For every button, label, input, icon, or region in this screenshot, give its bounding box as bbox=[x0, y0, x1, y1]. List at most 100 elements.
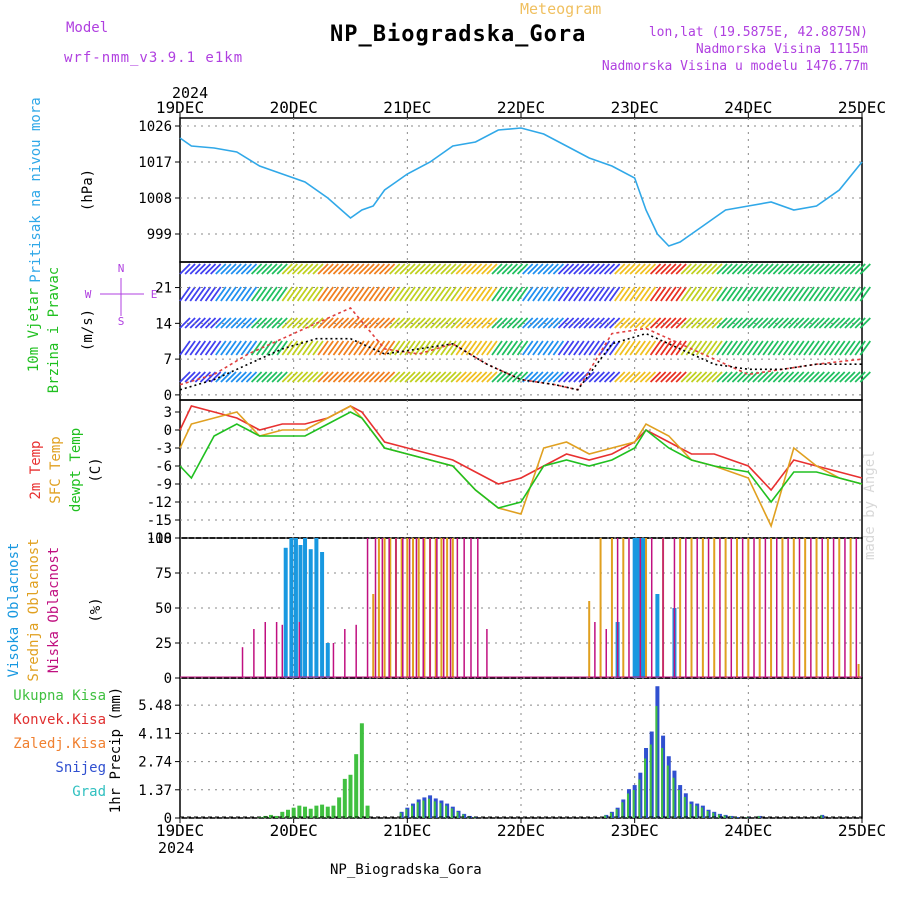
wind-barb bbox=[803, 317, 815, 329]
wind-barb bbox=[680, 371, 692, 383]
precip-bar-total-overlay bbox=[411, 805, 414, 818]
wind-barb bbox=[348, 371, 360, 383]
wind-barb bbox=[342, 340, 355, 356]
wind-barb bbox=[834, 371, 846, 383]
wind-barb bbox=[649, 340, 662, 356]
wind-barb bbox=[465, 317, 478, 329]
wind-barb bbox=[670, 317, 682, 329]
wind-barb bbox=[700, 340, 713, 356]
wind-barb bbox=[210, 263, 222, 275]
wind-barb bbox=[777, 371, 790, 383]
wind-barb bbox=[562, 317, 575, 329]
pressure-line bbox=[179, 127, 863, 247]
wind-barb bbox=[486, 371, 498, 383]
wind-barb bbox=[343, 371, 355, 383]
model-label: Model bbox=[66, 20, 109, 36]
x-tick-label-top: 19DEC bbox=[156, 98, 204, 117]
wind-barb bbox=[747, 286, 759, 302]
wind-barb bbox=[573, 286, 585, 302]
wind-barb bbox=[798, 263, 810, 275]
precip-bar-total bbox=[348, 774, 353, 818]
wind-barb bbox=[680, 263, 692, 275]
wind-barb bbox=[440, 263, 452, 275]
wind-barb bbox=[460, 371, 472, 383]
wind-barb bbox=[179, 340, 191, 356]
wind-barb bbox=[854, 286, 866, 302]
wind-barb bbox=[655, 371, 667, 383]
cloud-bar-mid bbox=[451, 538, 454, 678]
wind-barb bbox=[450, 286, 462, 302]
wind-barb bbox=[450, 340, 462, 356]
wind-barb bbox=[261, 317, 273, 329]
wind-barb bbox=[813, 340, 825, 356]
wind-barb bbox=[363, 371, 375, 383]
cloud-bar-mid bbox=[406, 538, 409, 678]
y-tick-label-pressure: 999 bbox=[147, 227, 172, 243]
wind-barb bbox=[803, 340, 815, 356]
wind-barb bbox=[609, 371, 621, 383]
wind-barb bbox=[695, 317, 708, 329]
wind-barb bbox=[716, 286, 728, 302]
wind-barb bbox=[537, 263, 549, 275]
wind-barb bbox=[235, 286, 247, 302]
cloud-bar-mid bbox=[377, 538, 380, 678]
cloud-bar-high bbox=[303, 538, 308, 678]
wind-barb bbox=[547, 263, 559, 275]
wind-barb bbox=[818, 340, 831, 356]
y-tick-label-wind: 21 bbox=[155, 281, 172, 297]
wind-barb bbox=[854, 340, 866, 356]
wind-barb bbox=[603, 317, 616, 329]
wind-barb bbox=[747, 340, 759, 356]
wind-barb bbox=[256, 371, 268, 383]
wind-barb bbox=[266, 340, 278, 356]
pressure-unit: (hPa) bbox=[80, 169, 96, 211]
wind-barb bbox=[706, 340, 718, 356]
wind-barb bbox=[711, 371, 723, 383]
wind-barb bbox=[327, 286, 340, 302]
wind-barb bbox=[516, 371, 529, 383]
wind-barb bbox=[767, 371, 779, 383]
wind-barb bbox=[383, 263, 396, 275]
wind-barb bbox=[808, 317, 820, 329]
wind-barb bbox=[655, 263, 667, 275]
wind-barb bbox=[409, 340, 421, 356]
wind-barb bbox=[179, 286, 191, 302]
wind-barb bbox=[445, 286, 457, 302]
precip-bar-total-overlay bbox=[683, 797, 686, 818]
y-tick-label-clouds: 25 bbox=[155, 636, 172, 652]
wind-barb bbox=[368, 286, 380, 302]
cloud-bar-high bbox=[314, 538, 319, 678]
wind-barb bbox=[291, 317, 304, 329]
wind-barb bbox=[649, 371, 662, 383]
wind-barb bbox=[404, 371, 416, 383]
wind-barb bbox=[573, 317, 585, 329]
precip-bar-total-overlay bbox=[445, 805, 448, 818]
wind-barb bbox=[542, 286, 554, 302]
wind-barb bbox=[184, 263, 196, 275]
wind-barb bbox=[363, 286, 375, 302]
wind-barb bbox=[389, 371, 401, 383]
wind-barb bbox=[256, 317, 268, 329]
cloud-bar-low bbox=[344, 629, 346, 678]
wind-barb bbox=[537, 340, 549, 356]
wind-barb bbox=[358, 371, 370, 383]
wind-barb bbox=[522, 317, 534, 329]
wind-barb bbox=[327, 317, 339, 329]
wind-barb bbox=[711, 263, 723, 275]
wind-barb bbox=[828, 286, 841, 302]
wind-barb bbox=[793, 286, 805, 302]
compass-north-label: N bbox=[118, 262, 125, 275]
wind-barb bbox=[225, 263, 237, 275]
wind-barb bbox=[220, 263, 232, 275]
wind-barb bbox=[828, 340, 841, 356]
precip-bar-total-overlay bbox=[638, 779, 641, 818]
wind-barb bbox=[394, 263, 406, 275]
x-tick-label-bottom: 21DEC bbox=[383, 821, 431, 840]
wind-barb bbox=[363, 263, 375, 275]
wind-barb bbox=[373, 286, 386, 302]
wind-barb bbox=[506, 263, 518, 275]
wind-barb bbox=[808, 340, 820, 356]
wind-barb bbox=[404, 263, 416, 275]
wind-barb bbox=[230, 371, 242, 383]
wind-barb bbox=[297, 371, 309, 383]
